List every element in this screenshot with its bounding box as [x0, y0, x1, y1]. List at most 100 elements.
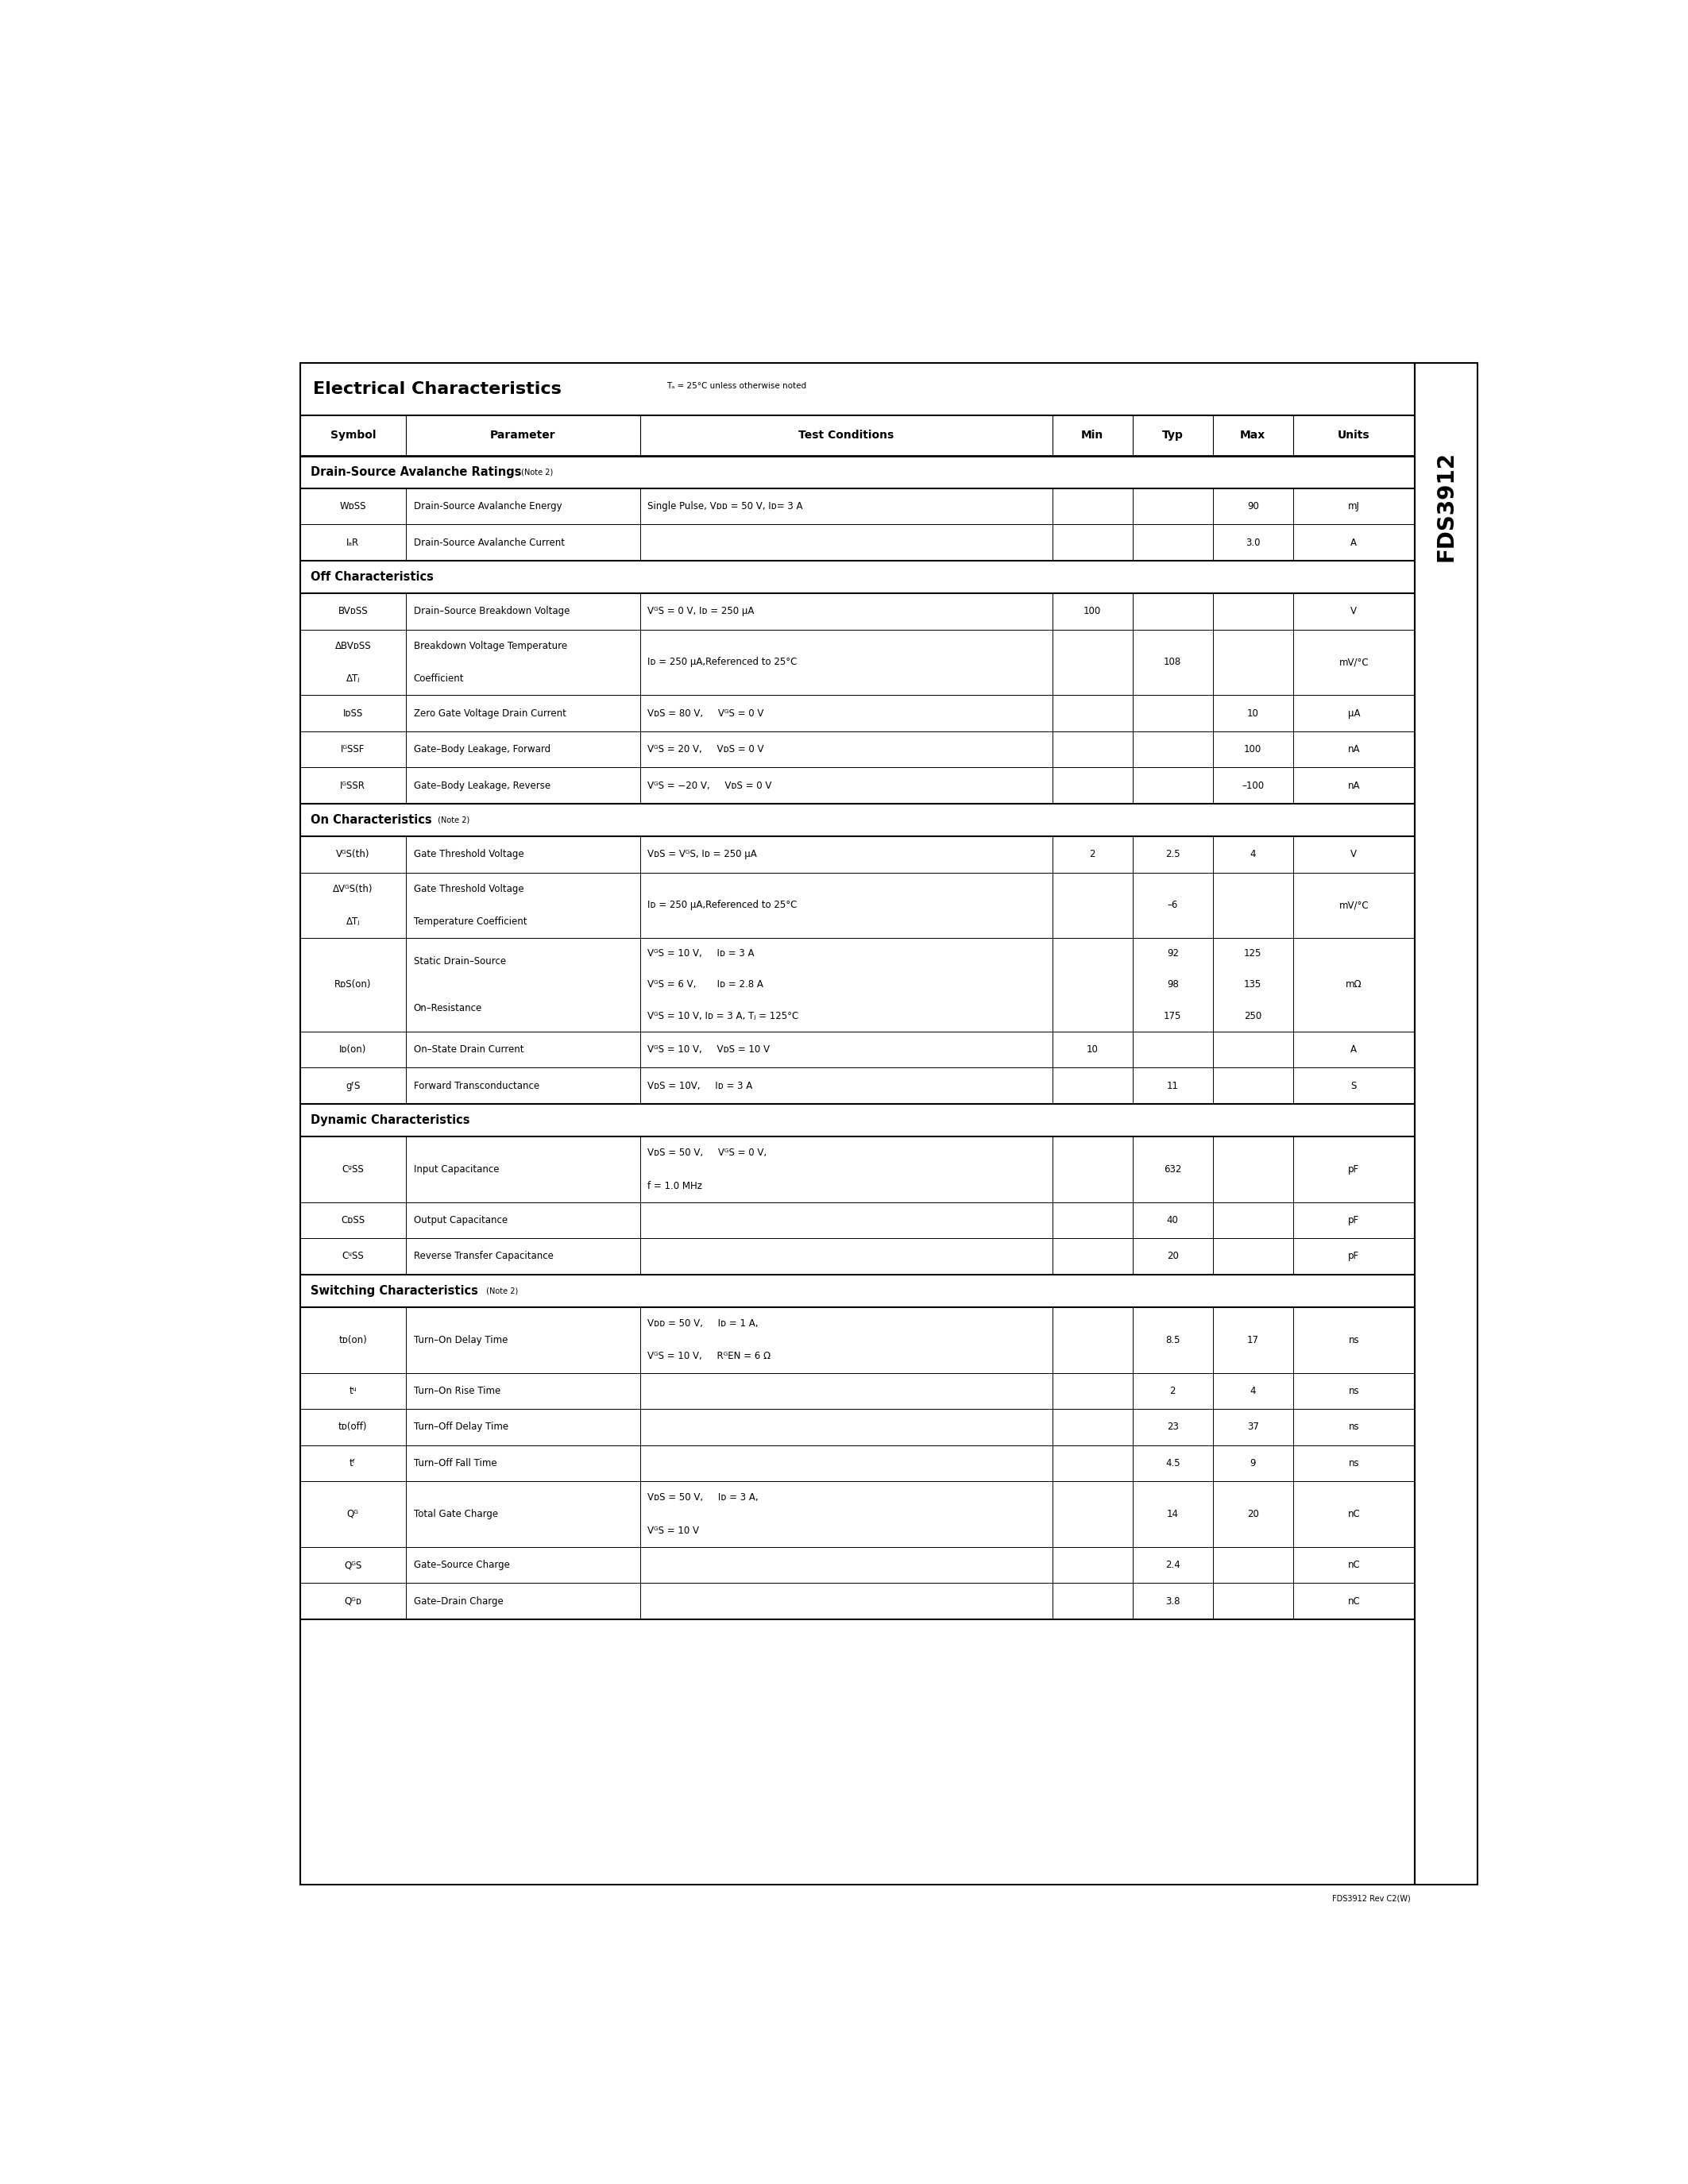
Text: nC: nC [1347, 1509, 1361, 1520]
Text: Tₐ = 25°C unless otherwise noted: Tₐ = 25°C unless otherwise noted [667, 382, 807, 389]
Text: Iᴅ(on): Iᴅ(on) [339, 1044, 366, 1055]
Text: Gate–Body Leakage, Forward: Gate–Body Leakage, Forward [414, 745, 550, 753]
Text: CᴅSS: CᴅSS [341, 1214, 365, 1225]
Text: ΔTⱼ: ΔTⱼ [346, 673, 360, 684]
Text: 175: 175 [1163, 1011, 1182, 1022]
Text: V: V [1350, 850, 1357, 860]
Text: 2.4: 2.4 [1165, 1559, 1180, 1570]
Text: mΩ: mΩ [1345, 981, 1362, 989]
Text: mV/°C: mV/°C [1339, 900, 1369, 911]
Text: RᴅS(on): RᴅS(on) [334, 981, 371, 989]
Text: tᴅ(on): tᴅ(on) [339, 1334, 366, 1345]
Text: Breakdown Voltage Temperature: Breakdown Voltage Temperature [414, 640, 567, 651]
Text: VᴳS = 10 V,     VᴅS = 10 V: VᴳS = 10 V, VᴅS = 10 V [648, 1044, 770, 1055]
Text: ΔTⱼ: ΔTⱼ [346, 917, 360, 926]
Text: 10: 10 [1087, 1044, 1099, 1055]
Text: 4: 4 [1249, 1385, 1256, 1396]
Text: 632: 632 [1163, 1164, 1182, 1175]
Text: QᴳS: QᴳS [344, 1559, 361, 1570]
Text: IᴅSS: IᴅSS [343, 708, 363, 719]
Text: 135: 135 [1244, 981, 1261, 989]
Text: Turn–On Delay Time: Turn–On Delay Time [414, 1334, 508, 1345]
Text: Units: Units [1337, 430, 1371, 441]
Text: μA: μA [1347, 708, 1361, 719]
Text: Output Capacitance: Output Capacitance [414, 1214, 508, 1225]
Text: –100: –100 [1242, 780, 1264, 791]
Text: VᴳS = 10 V,     Iᴅ = 3 A: VᴳS = 10 V, Iᴅ = 3 A [648, 948, 755, 959]
Text: 4.5: 4.5 [1165, 1459, 1180, 1468]
Text: VᴳS = 20 V,     VᴅS = 0 V: VᴳS = 20 V, VᴅS = 0 V [648, 745, 765, 753]
Text: 17: 17 [1247, 1334, 1259, 1345]
Text: (Note 2): (Note 2) [484, 1286, 518, 1295]
Text: 40: 40 [1166, 1214, 1178, 1225]
Text: 100: 100 [1244, 745, 1261, 753]
Text: mV/°C: mV/°C [1339, 657, 1369, 668]
Text: pF: pF [1349, 1164, 1359, 1175]
Text: VᴅS = VᴳS, Iᴅ = 250 μA: VᴅS = VᴳS, Iᴅ = 250 μA [648, 850, 758, 860]
Text: On–Resistance: On–Resistance [414, 1002, 483, 1013]
Text: 11: 11 [1166, 1081, 1178, 1090]
Text: IₐR: IₐR [346, 537, 360, 548]
Text: Single Pulse, Vᴅᴅ = 50 V, Iᴅ= 3 A: Single Pulse, Vᴅᴅ = 50 V, Iᴅ= 3 A [648, 500, 803, 511]
Text: ns: ns [1349, 1459, 1359, 1468]
Text: Drain-Source Avalanche Current: Drain-Source Avalanche Current [414, 537, 564, 548]
Text: nC: nC [1347, 1597, 1361, 1605]
Text: CᶣSS: CᶣSS [343, 1251, 365, 1262]
Text: Electrical Characteristics: Electrical Characteristics [312, 380, 562, 397]
Text: Coefficient: Coefficient [414, 673, 464, 684]
Text: nC: nC [1347, 1559, 1361, 1570]
Text: IᴳSSR: IᴳSSR [341, 780, 366, 791]
Text: BVᴅSS: BVᴅSS [338, 607, 368, 616]
Text: CᶢSS: CᶢSS [343, 1164, 365, 1175]
Text: Iᴅ = 250 μA,Referenced to 25°C: Iᴅ = 250 μA,Referenced to 25°C [648, 900, 797, 911]
Text: FDS3912: FDS3912 [1435, 450, 1457, 561]
Text: 98: 98 [1166, 981, 1178, 989]
Text: (Note 2): (Note 2) [518, 467, 552, 476]
Text: 2.5: 2.5 [1165, 850, 1180, 860]
Text: On Characteristics: On Characteristics [311, 815, 432, 826]
Text: Min: Min [1082, 430, 1104, 441]
Text: Forward Transconductance: Forward Transconductance [414, 1081, 538, 1090]
Text: Off Characteristics: Off Characteristics [311, 570, 434, 583]
Text: gᶠS: gᶠS [346, 1081, 360, 1090]
Text: 108: 108 [1163, 657, 1182, 668]
Text: Drain–Source Breakdown Voltage: Drain–Source Breakdown Voltage [414, 607, 569, 616]
Text: Parameter: Parameter [490, 430, 555, 441]
Text: Qᴳ: Qᴳ [348, 1509, 360, 1520]
Text: tᴅ(off): tᴅ(off) [338, 1422, 368, 1433]
Text: VᴳS = −20 V,     VᴅS = 0 V: VᴳS = −20 V, VᴅS = 0 V [648, 780, 771, 791]
Text: Switching Characteristics: Switching Characteristics [311, 1284, 478, 1297]
Bar [300, 363, 1415, 1885]
Text: IᴳSSF: IᴳSSF [341, 745, 365, 753]
Text: Gate Threshold Voltage: Gate Threshold Voltage [414, 850, 523, 860]
Text: Total Gate Charge: Total Gate Charge [414, 1509, 498, 1520]
Text: Drain-Source Avalanche Ratings: Drain-Source Avalanche Ratings [311, 465, 522, 478]
Text: S: S [1350, 1081, 1357, 1090]
Text: VᴳS = 10 V, Iᴅ = 3 A, Tⱼ = 125°C: VᴳS = 10 V, Iᴅ = 3 A, Tⱼ = 125°C [648, 1011, 798, 1022]
Text: Test Conditions: Test Conditions [798, 430, 895, 441]
Text: tᶣ: tᶣ [349, 1385, 356, 1396]
Text: ns: ns [1349, 1422, 1359, 1433]
Text: Qᴳᴅ: Qᴳᴅ [344, 1597, 361, 1605]
Text: Temperature Coefficient: Temperature Coefficient [414, 917, 527, 926]
Text: Symbol: Symbol [331, 430, 376, 441]
Text: 90: 90 [1247, 500, 1259, 511]
Text: 2: 2 [1170, 1385, 1175, 1396]
Text: 100: 100 [1084, 607, 1101, 616]
Text: 20: 20 [1166, 1251, 1178, 1262]
Text: 125: 125 [1244, 948, 1263, 959]
Text: VᴳS(th): VᴳS(th) [336, 850, 370, 860]
Text: ns: ns [1349, 1385, 1359, 1396]
Text: 250: 250 [1244, 1011, 1261, 1022]
Text: 4: 4 [1249, 850, 1256, 860]
Text: VᴅS = 50 V,     VᴳS = 0 V,: VᴅS = 50 V, VᴳS = 0 V, [648, 1149, 766, 1158]
Text: FDS3912 Rev C2(W): FDS3912 Rev C2(W) [1332, 1894, 1411, 1902]
Text: nA: nA [1347, 745, 1361, 753]
Text: 14: 14 [1166, 1509, 1178, 1520]
Text: Gate Threshold Voltage: Gate Threshold Voltage [414, 885, 523, 893]
Text: pF: pF [1349, 1214, 1359, 1225]
Text: A: A [1350, 537, 1357, 548]
Text: Static Drain–Source: Static Drain–Source [414, 957, 506, 968]
Text: Reverse Transfer Capacitance: Reverse Transfer Capacitance [414, 1251, 554, 1262]
Text: VᴳS = 0 V, Iᴅ = 250 μA: VᴳS = 0 V, Iᴅ = 250 μA [648, 607, 755, 616]
